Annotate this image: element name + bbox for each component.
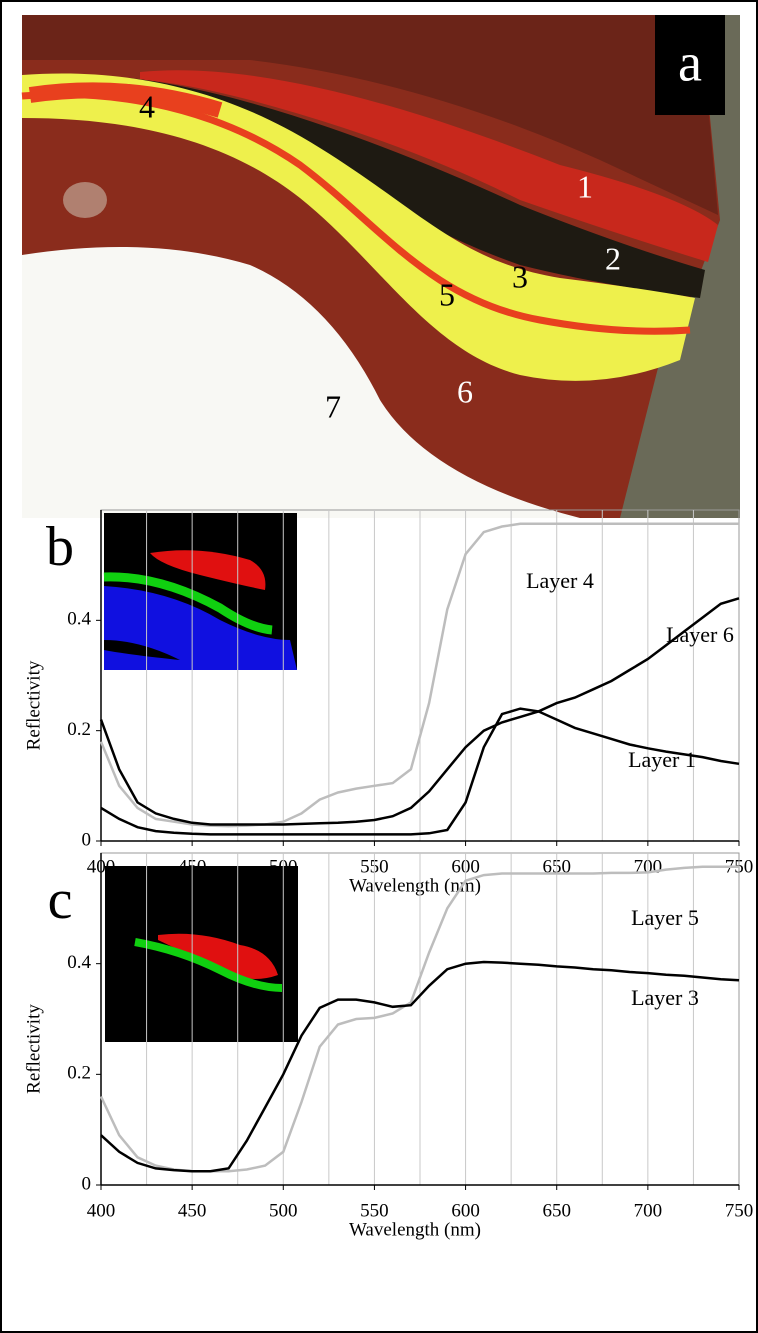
series-label: Layer 6 xyxy=(666,622,734,647)
x-axis-label: Wavelength (nm) xyxy=(349,1219,481,1240)
series-line xyxy=(100,707,740,836)
layer-label: 2 xyxy=(605,240,621,276)
layer-label: 3 xyxy=(512,258,528,294)
series-label: Layer 1 xyxy=(628,747,696,772)
y-axis-label: Reflectivity xyxy=(23,660,44,750)
layer-label: 7 xyxy=(325,388,341,424)
inset-blue xyxy=(104,586,297,670)
layer-4 xyxy=(28,82,223,118)
x-tick-label: 700 xyxy=(634,1200,663,1221)
x-axis-label: Wavelength (nm) xyxy=(349,875,481,896)
x-tick-label: 400 xyxy=(87,1200,116,1221)
panel-label: c xyxy=(48,869,73,931)
layer-label: 1 xyxy=(577,168,593,204)
layer-3 xyxy=(22,73,695,381)
y-tick-label: 0.4 xyxy=(67,609,91,630)
spot xyxy=(63,182,107,218)
y-tick-label: 0 xyxy=(82,1173,92,1194)
inset-c xyxy=(105,866,298,1042)
y-axis-label: Reflectivity xyxy=(23,1004,44,1094)
y-tick-label: 0.2 xyxy=(67,1063,91,1084)
x-tick-label: 550 xyxy=(360,1200,389,1221)
x-tick-label: 500 xyxy=(269,1200,298,1221)
y-tick-label: 0 xyxy=(82,829,92,850)
layer-7 xyxy=(22,247,580,518)
layer-1 xyxy=(140,70,718,263)
series-label: Layer 4 xyxy=(526,568,594,593)
y-tick-label: 0.2 xyxy=(67,719,91,740)
x-tick-label: 600 xyxy=(451,1200,480,1221)
layer-label: 5 xyxy=(439,276,455,312)
photo-top xyxy=(22,15,718,215)
panel-label: a xyxy=(678,32,702,92)
panel-box xyxy=(655,15,725,115)
series-line xyxy=(99,597,740,826)
x-tick-label: 750 xyxy=(725,1200,754,1221)
inset-red xyxy=(158,933,278,979)
inset-b xyxy=(103,513,297,670)
series-label: Layer 3 xyxy=(631,985,699,1010)
inset-green xyxy=(103,572,273,635)
layer-label: 6 xyxy=(457,373,473,409)
series-label: Layer 5 xyxy=(631,905,699,930)
x-tick-label: 450 xyxy=(178,1200,207,1221)
series-line xyxy=(100,960,740,1173)
photo: a xyxy=(21,15,740,518)
layer-label: 4 xyxy=(139,88,155,124)
panel-label: b xyxy=(46,516,74,578)
y-tick-label: 0.4 xyxy=(67,952,91,973)
layer-5 xyxy=(21,90,691,335)
x-tick-label: 650 xyxy=(542,1200,571,1221)
inset-red xyxy=(150,550,266,590)
inset-green xyxy=(134,938,283,992)
